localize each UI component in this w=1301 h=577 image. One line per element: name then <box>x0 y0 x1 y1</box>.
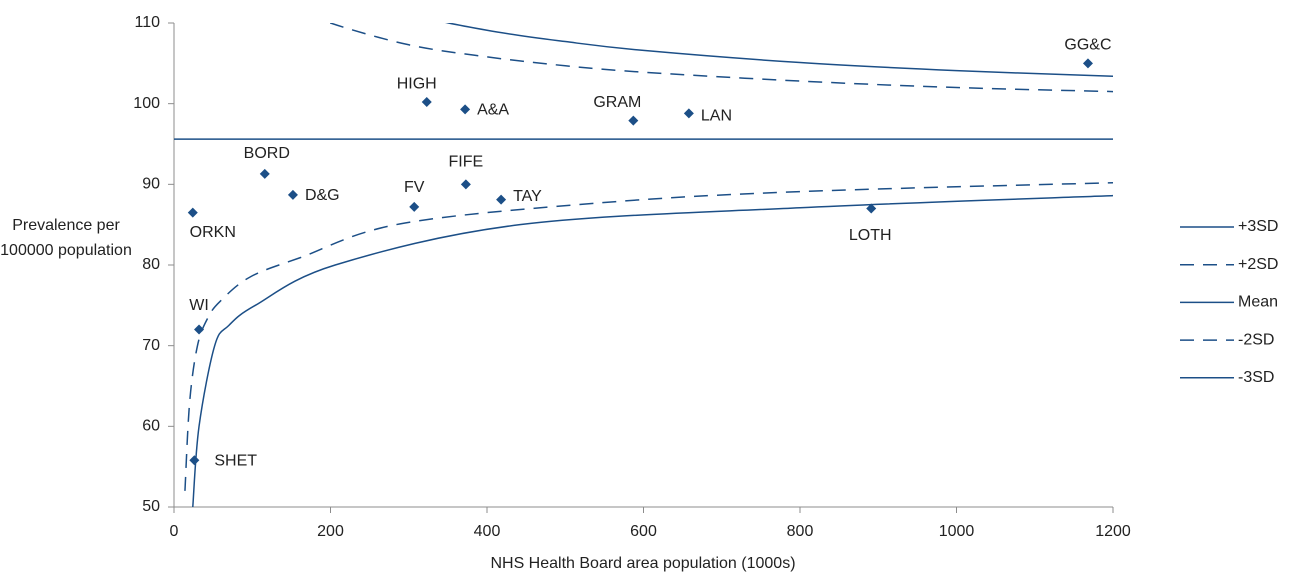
funnel-line <box>328 23 1113 93</box>
y-tick-label: 50 <box>142 498 160 515</box>
legend-label: +2SD <box>1238 256 1278 273</box>
data-point <box>194 324 205 335</box>
data-point <box>1082 58 1093 69</box>
point-label: SHET <box>214 452 257 469</box>
point-label: LOTH <box>849 227 892 244</box>
x-axis-label: NHS Health Board area population (1000s) <box>490 555 795 572</box>
data-point <box>496 194 507 205</box>
legend-label: +3SD <box>1238 218 1278 235</box>
funnel-line <box>184 181 1113 491</box>
y-axis-label: Prevalence per 100000 population <box>0 217 132 259</box>
data-point <box>421 97 432 108</box>
x-tick-label: 200 <box>317 523 344 540</box>
x-tick-label: 1000 <box>939 523 975 540</box>
funnel-line <box>192 194 1113 507</box>
point-label: GRAM <box>593 94 641 111</box>
point-label: D&G <box>305 187 340 204</box>
point-label: WI <box>189 297 209 314</box>
y-tick-label: 90 <box>142 176 160 193</box>
y-tick-label: 100 <box>133 95 160 112</box>
data-point <box>189 455 200 466</box>
data-point <box>628 115 639 126</box>
point-label: FV <box>404 179 425 196</box>
legend-label: -3SD <box>1238 369 1274 386</box>
y-tick-label: 70 <box>142 337 160 354</box>
x-tick-label: 600 <box>630 523 657 540</box>
data-point <box>287 189 298 200</box>
plot-area <box>174 23 1113 507</box>
data-point <box>683 108 694 119</box>
data-point <box>866 203 877 214</box>
point-label: FIFE <box>449 154 484 171</box>
legend-label: Mean <box>1238 294 1278 311</box>
data-point <box>460 179 471 190</box>
point-label: TAY <box>513 188 542 205</box>
x-tick-label: 1200 <box>1095 523 1131 540</box>
x-tick-label: 800 <box>787 523 814 540</box>
x-tick-label: 400 <box>474 523 501 540</box>
point-label: ORKN <box>190 224 236 241</box>
y-tick-label: 60 <box>142 418 160 435</box>
funnel-line <box>444 23 1113 77</box>
y-tick-label: 80 <box>142 256 160 273</box>
y-tick-label: 110 <box>134 14 160 31</box>
data-point <box>187 207 198 218</box>
point-label: A&A <box>477 102 509 119</box>
point-label: LAN <box>701 108 732 125</box>
x-tick-label: 0 <box>170 523 179 540</box>
data-point <box>409 201 420 212</box>
data-point <box>460 104 471 115</box>
legend-label: -2SD <box>1238 331 1274 348</box>
point-label: HIGH <box>397 75 437 92</box>
point-label: GG&C <box>1064 37 1111 54</box>
data-point <box>259 168 270 179</box>
point-label: BORD <box>244 145 290 162</box>
